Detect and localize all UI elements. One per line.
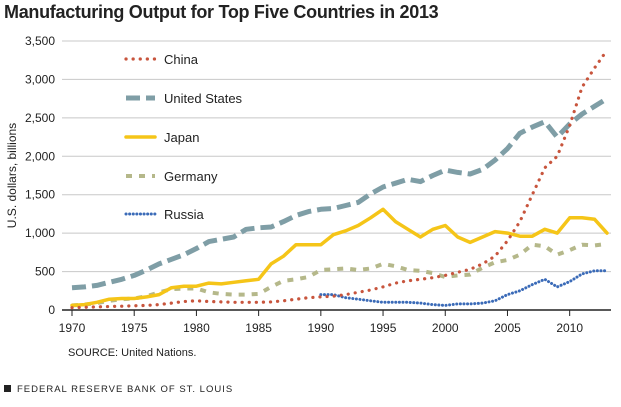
y-tick-label: 1,500 — [25, 188, 55, 202]
y-tick-label: 1,000 — [25, 226, 55, 240]
series-line-russia — [319, 269, 609, 307]
chart-title: Manufacturing Output for Top Five Countr… — [4, 2, 439, 22]
series-line-japan — [70, 207, 609, 308]
series-line-china — [70, 48, 609, 310]
x-tick-label: 1970 — [59, 321, 86, 335]
footer-square-icon — [4, 385, 11, 392]
x-tick-label: 1975 — [121, 321, 148, 335]
legend-label: Germany — [164, 169, 218, 184]
x-tick-label: 1985 — [245, 321, 272, 335]
footer-label: FEDERAL RESERVE BANK OF ST. LOUIS — [17, 384, 234, 395]
series-line-germany — [71, 241, 608, 308]
x-tick-label: 2005 — [494, 321, 521, 335]
x-tick-label: 2000 — [432, 321, 459, 335]
y-tick-label: 2,500 — [25, 111, 55, 125]
y-axis-label: U.S. dollars, billions — [5, 123, 19, 228]
x-tick-label: 2010 — [556, 321, 583, 335]
series-line-united-states — [71, 96, 609, 291]
source-note: SOURCE: United Nations. — [68, 347, 197, 359]
y-tick-label: 0 — [48, 303, 55, 317]
legend-item: Japan — [124, 130, 199, 145]
y-tick-label: 3,500 — [25, 34, 55, 48]
footer: FEDERAL RESERVE BANK OF ST. LOUIS — [4, 384, 233, 395]
y-tick-label: 2,000 — [25, 149, 55, 163]
legend-label: China — [164, 52, 199, 67]
legend-item: China — [124, 52, 199, 67]
y-tick-label: 500 — [35, 265, 55, 279]
legend-label: United States — [164, 91, 243, 106]
legend-item: United States — [126, 91, 243, 106]
x-tick-label: 1990 — [307, 321, 334, 335]
x-tick-label: 1980 — [183, 321, 210, 335]
legend-label: Japan — [164, 130, 199, 145]
legend-item: Germany — [126, 169, 218, 184]
x-tick-label: 1995 — [370, 321, 397, 335]
legend-label: Russia — [164, 207, 205, 222]
y-tick-label: 3,000 — [25, 72, 55, 86]
legend-item: Russia — [124, 207, 205, 222]
